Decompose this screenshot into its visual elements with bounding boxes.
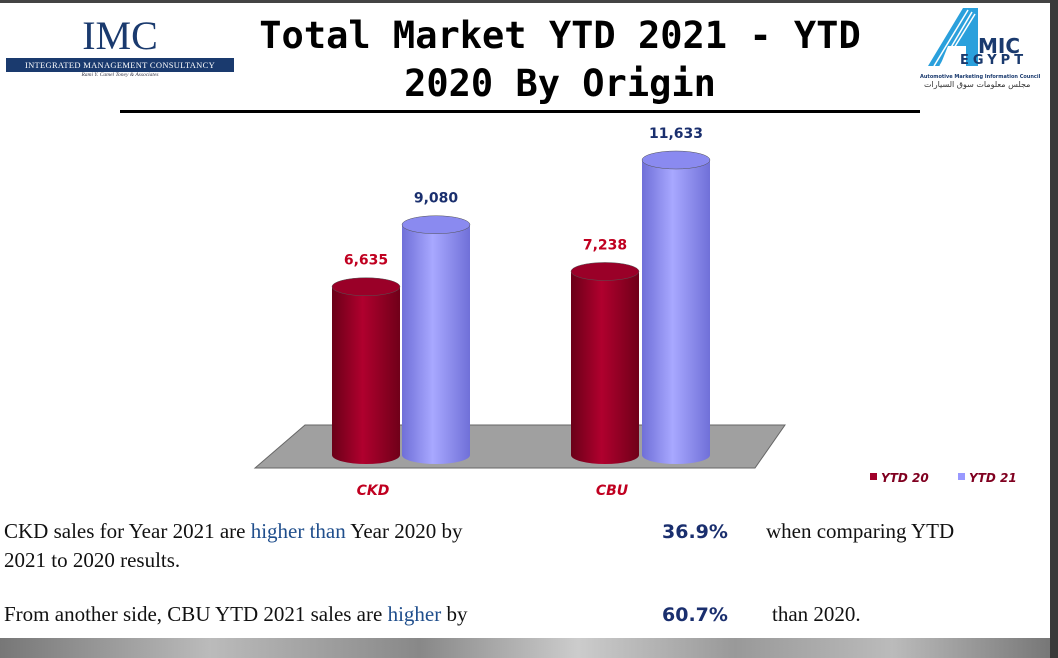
p1-text-a: CKD sales for Year 2021 are <box>4 519 246 543</box>
amic-logo-en: Automotive Marketing Information Council <box>920 74 1041 80</box>
bar-top <box>641 150 711 170</box>
page-title: Total Market YTD 2021 - YTD 2020 By Orig… <box>240 12 880 108</box>
legend-label-ytd21: YTD 21 <box>969 471 1017 485</box>
data-label: 9,080 <box>414 191 459 207</box>
bar-chart: 6,635 9,080 7,238 11,633 CKD CBU YTD 20 YTD… <box>253 126 1017 499</box>
ckd-growth-pct: 36.9% <box>662 521 728 543</box>
bar-top <box>401 215 471 234</box>
imc-logo: IMC Integrated Management Consultancy Ra… <box>6 14 234 78</box>
imc-logo-mark: IMC <box>82 13 158 58</box>
data-label: 11,633 <box>649 126 703 142</box>
footer-photo-strip <box>0 638 1050 658</box>
p2-text-a: From another side, CBU YTD 2021 sales ar… <box>4 602 383 626</box>
p2-highlight: higher <box>387 602 442 626</box>
top-border <box>0 0 1058 3</box>
title-underline <box>120 110 920 113</box>
bar-ckd-ytd21 <box>402 224 470 464</box>
amic-logo: MIC EGYPT Automotive Marketing Informati… <box>918 6 1050 90</box>
bar-cbu-ytd21 <box>642 160 710 464</box>
title-line-2: 2020 By Origin <box>404 62 716 105</box>
amic-a-mark <box>928 8 978 67</box>
amic-logo-mark: MIC <box>978 34 1021 58</box>
bar-top <box>331 277 401 296</box>
bar-ckd-ytd20 <box>332 286 400 464</box>
amic-logo-ar: مجلس معلومات سوق السيارات <box>924 80 1031 89</box>
paragraph-ckd: CKD sales for Year 2021 are higher than … <box>4 519 462 544</box>
legend-swatch-ytd20 <box>870 473 877 480</box>
p1-text-c: when comparing YTD <box>766 519 955 543</box>
title-line-1: Total Market YTD 2021 - YTD <box>259 14 861 57</box>
p2-text-b: by <box>446 602 468 626</box>
paragraph-cbu: From another side, CBU YTD 2021 sales ar… <box>4 602 467 627</box>
right-border <box>1050 0 1058 658</box>
legend-label-ytd20: YTD 20 <box>881 471 929 485</box>
p2-text-c: than 2020. <box>772 602 861 626</box>
legend-swatch-ytd21 <box>958 473 965 480</box>
category-label-ckd: CKD <box>357 483 390 499</box>
bar-cbu-ytd20 <box>571 271 639 464</box>
imc-logo-sub: Rami Y. Camel Toney & Associates <box>81 72 159 78</box>
p1-highlight: higher than <box>250 519 346 543</box>
data-label: 7,238 <box>583 237 627 253</box>
p1-text-d: 2021 to 2020 results. <box>4 548 181 572</box>
p1-text-b: Year 2020 by <box>350 519 463 543</box>
cbu-growth-pct: 60.7% <box>662 604 728 626</box>
imc-logo-band: Integrated Management Consultancy <box>6 58 234 72</box>
amic-logo-sub: EGYPT <box>960 53 1028 68</box>
data-label: 6,635 <box>344 253 388 269</box>
bar-top <box>570 262 640 281</box>
category-label-cbu: CBU <box>596 483 629 499</box>
